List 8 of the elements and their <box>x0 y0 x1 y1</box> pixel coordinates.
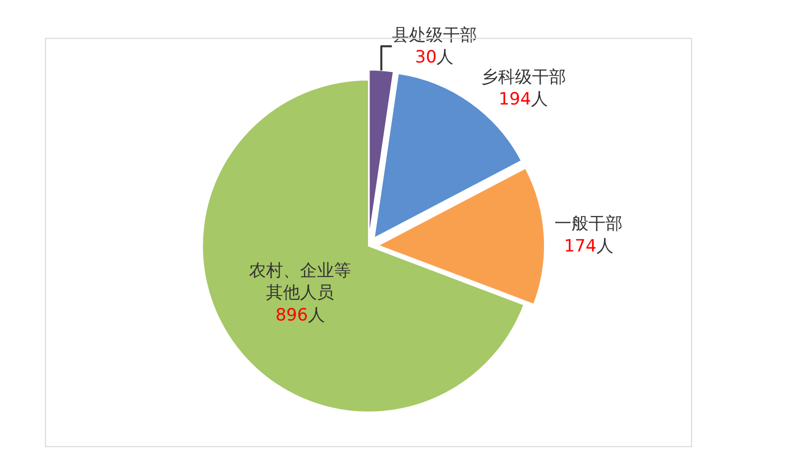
slice-label: 一般干部 <box>554 214 623 234</box>
data-label: 174人 <box>564 236 614 256</box>
data-label: 30人 <box>415 47 454 68</box>
slice-label: 农村、企业等其他人员 <box>249 261 352 304</box>
slice-label: 县处级干部 <box>392 25 477 46</box>
data-label: 896人 <box>275 305 325 326</box>
data-label: 194人 <box>498 89 548 110</box>
slice-label: 乡科级干部 <box>480 67 566 88</box>
